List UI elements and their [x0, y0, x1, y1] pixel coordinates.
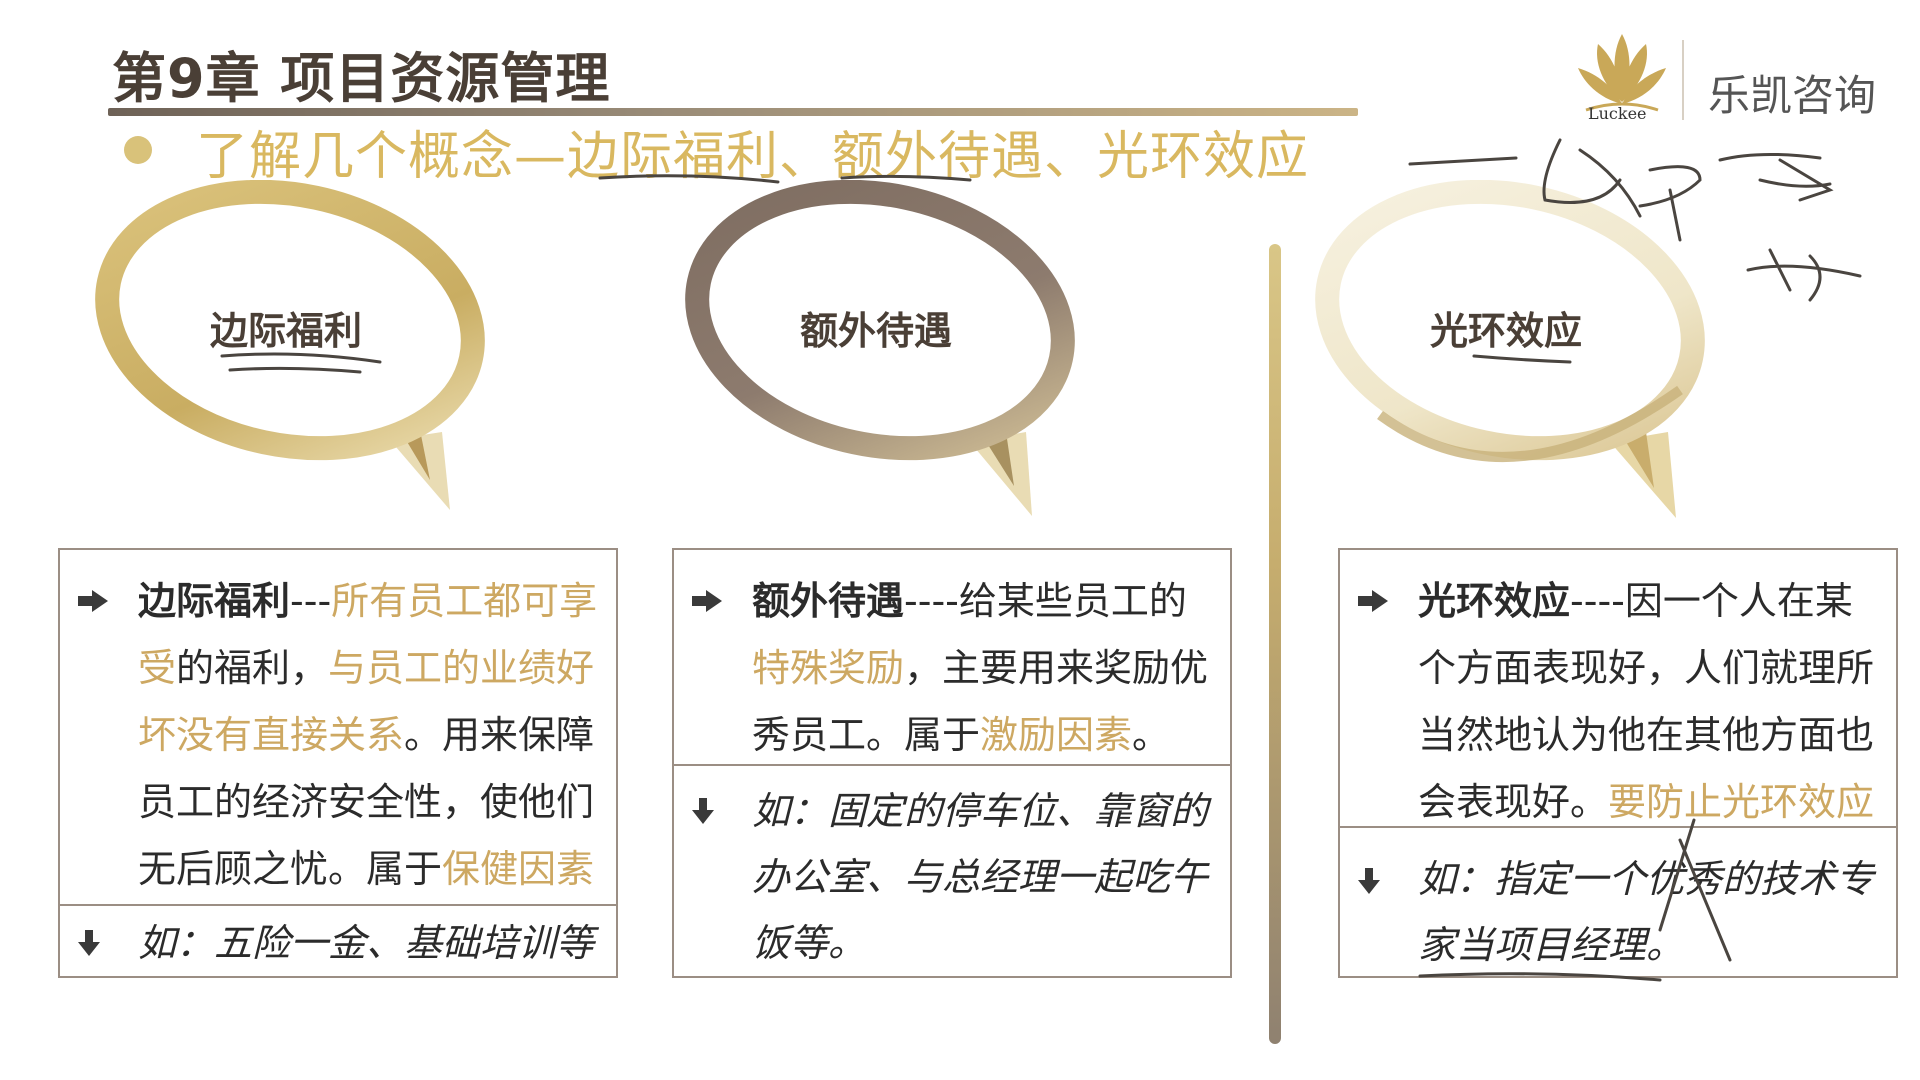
example-text-2: 如：固定的停车位、靠窗的办公室、与总经理一起吃午饭等。	[752, 789, 1209, 965]
speech-bubble-icon	[95, 180, 485, 510]
bubble-label-1: 边际福利	[209, 309, 362, 353]
definition-text-3: 光环效应----因一个人在某个方面表现好，人们就理所当然地认为他在其他方面也会表…	[1418, 568, 1878, 836]
highlight-text: 特殊奖励	[752, 646, 905, 690]
highlight-text: 激励因素	[980, 713, 1133, 757]
separator: ----	[1570, 579, 1625, 623]
definition-card-3: 光环效应----因一个人在某个方面表现好，人们就理所当然地认为他在其他方面也会表…	[1338, 548, 1898, 978]
arrow-bullet-icon	[692, 590, 722, 612]
body-text: ，主要用来奖励优秀员工。属于	[752, 646, 1209, 757]
definition-card-1: 边际福利---所有员工都可享受的福利，与员工的业绩好坏没有直接关系。用来保障员工…	[58, 548, 618, 978]
body-text: 。用来保障员工的经济安全性，使他们无后顾之忧。属于	[138, 713, 595, 891]
logo-divider	[1682, 40, 1684, 120]
bullet-dot-icon	[124, 136, 152, 164]
speech-bubble-2: 额外待遇	[680, 180, 1120, 540]
highlight-text: 要防止光环效应	[1608, 780, 1875, 824]
vertical-divider-bar	[1269, 244, 1281, 1044]
speech-bubble-3: 光环效应	[1310, 180, 1750, 540]
body-text: 因一个人在某个方面表现好，人们就理所当然地认为他在其他方面也会表现好。	[1418, 579, 1875, 824]
lotus-logo-icon	[1578, 34, 1666, 112]
separator: ----	[904, 579, 959, 623]
logo-company-name: 乐凯咨询	[1708, 71, 1877, 120]
body-text: 给某些员工的	[958, 579, 1187, 623]
term: 光环效应	[1418, 579, 1571, 623]
definition-card-2: 额外待遇----给某些员工的特殊奖励，主要用来奖励优秀员工。属于激励因素。 如：…	[672, 548, 1232, 978]
down-arrow-bullet-icon	[78, 930, 100, 956]
definition-text-1: 边际福利---所有员工都可享受的福利，与员工的业绩好坏没有直接关系。用来保障员工…	[138, 568, 598, 903]
chapter-title: 第9章 项目资源管理	[112, 47, 611, 110]
definition-text-2: 额外待遇----给某些员工的特殊奖励，主要用来奖励优秀员工。属于激励因素。	[752, 568, 1212, 769]
speech-bubble-icon	[685, 180, 1075, 516]
card-divider	[674, 764, 1230, 766]
down-arrow-bullet-icon	[692, 798, 714, 824]
card-divider	[1340, 826, 1896, 828]
card-divider	[60, 904, 616, 906]
speech-bubble-icon	[1315, 180, 1705, 518]
example-text-3: 如：指定一个优秀的技术专家当项目经理。	[1418, 857, 1875, 967]
bubble-label-2: 额外待遇	[799, 309, 952, 353]
highlight-text: 所有员工都可享受	[138, 579, 598, 690]
logo-brand: Luckee	[1588, 104, 1647, 123]
highlight-text: 保健因素	[442, 847, 595, 891]
bubble-label-3: 光环效应	[1429, 309, 1582, 353]
term: 边际福利	[138, 579, 291, 623]
separator: ---	[290, 579, 332, 623]
title-rule	[108, 108, 1358, 116]
body-text: 。	[1132, 713, 1171, 757]
subtitle: 了解几个概念—边际福利、额外待遇、光环效应	[196, 127, 1310, 187]
highlight-text: 与员工的业绩好坏没有直接关系	[138, 646, 595, 757]
arrow-bullet-icon	[78, 590, 108, 612]
body-text: 的福利，	[176, 646, 329, 690]
speech-bubble-1: 边际福利	[90, 180, 530, 540]
term: 额外待遇	[752, 579, 905, 623]
down-arrow-bullet-icon	[1358, 868, 1380, 894]
arrow-bullet-icon	[1358, 590, 1388, 612]
example-text-1: 如：五险一金、基础培训等	[138, 921, 595, 965]
